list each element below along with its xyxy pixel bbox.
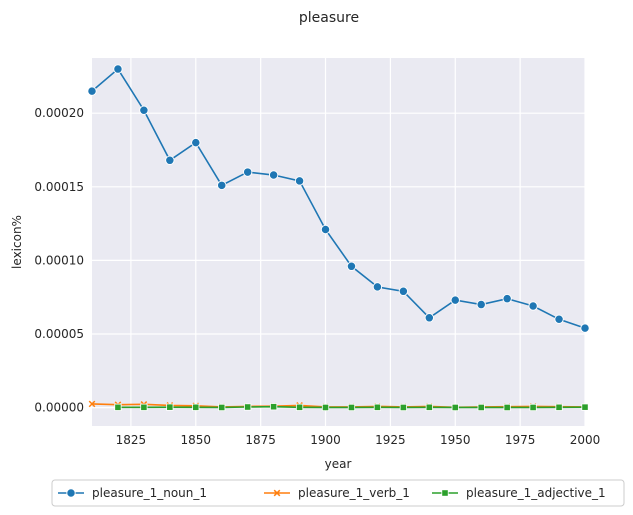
data-point	[581, 403, 589, 411]
data-point	[321, 403, 330, 412]
x-tick-label: 1925	[375, 433, 406, 447]
x-tick-label: 1950	[440, 433, 471, 447]
data-point	[398, 286, 409, 296]
data-point	[244, 403, 252, 411]
legend-label: pleasure_1_adjective_1	[466, 486, 606, 500]
data-point	[139, 105, 149, 115]
data-point	[450, 295, 460, 305]
data-point	[580, 323, 590, 333]
y-tick-label: 0.00000	[34, 401, 84, 415]
y-tick-label: 0.00015	[34, 180, 84, 194]
y-tick-label: 0.00020	[34, 106, 84, 120]
data-point	[140, 403, 148, 411]
data-point	[192, 403, 200, 411]
legend-box	[51, 479, 625, 507]
series-pleasure_1_adjective_1	[114, 403, 589, 412]
legend-label: pleasure_1_verb_1	[298, 486, 410, 500]
data-point	[218, 403, 226, 412]
legend-item: pleasure_1_adjective_1	[432, 486, 606, 500]
y-tick-label: 0.00005	[34, 327, 84, 341]
data-point	[268, 170, 279, 180]
y-tick-label: 0.00010	[34, 253, 84, 267]
legend-item: pleasure_1_verb_1	[264, 486, 410, 500]
data-point	[476, 299, 486, 310]
data-point	[346, 261, 357, 271]
data-point	[554, 314, 564, 324]
data-point	[87, 86, 97, 96]
data-point	[320, 224, 331, 235]
data-point	[372, 282, 383, 292]
y-axis: 0.00000 0.00005 0.00010 0.00015 0.00020	[34, 106, 84, 414]
plot-area	[92, 58, 585, 426]
data-point	[165, 155, 175, 165]
data-point	[425, 403, 433, 411]
data-point	[373, 403, 382, 411]
x-axis: 1825 1850 1875 1900 1925 1950 1975 2000	[116, 433, 601, 447]
data-point	[294, 176, 305, 186]
legend-marker	[441, 489, 449, 497]
x-tick-label: 1850	[181, 433, 212, 447]
series-layer	[87, 64, 590, 412]
x-tick-label: 1825	[116, 433, 147, 447]
data-point	[502, 294, 512, 304]
legend: pleasure_1_noun_1 pleasure_1_verb_1 pleasu…	[51, 479, 625, 507]
data-point	[166, 403, 174, 411]
x-tick-label: 1875	[245, 433, 276, 447]
data-point	[88, 400, 96, 408]
x-tick-label: 1900	[310, 433, 341, 447]
data-point	[555, 403, 563, 411]
data-point	[113, 64, 123, 74]
data-point	[243, 167, 253, 177]
data-point	[191, 137, 201, 148]
series-pleasure_1_noun_1	[87, 64, 590, 333]
chart-title: pleasure	[299, 10, 359, 26]
y-axis-title: lexicon%	[10, 215, 24, 269]
x-axis-title: year	[325, 457, 352, 471]
data-point	[347, 403, 356, 412]
x-tick-label: 2000	[570, 433, 601, 447]
data-point	[528, 301, 538, 311]
data-point	[399, 403, 407, 412]
legend-label: pleasure_1_noun_1	[92, 486, 207, 500]
data-point	[477, 403, 485, 412]
legend-item: pleasure_1_noun_1	[58, 486, 207, 500]
data-point	[503, 403, 511, 412]
data-point	[217, 180, 227, 190]
x-tick-label: 1975	[505, 433, 536, 447]
data-point	[295, 403, 304, 411]
data-point	[424, 313, 434, 323]
data-point	[529, 403, 537, 412]
legend-marker	[273, 489, 281, 497]
data-point	[270, 403, 278, 411]
legend-marker	[66, 488, 76, 498]
data-point	[114, 403, 122, 411]
data-point	[451, 403, 459, 412]
